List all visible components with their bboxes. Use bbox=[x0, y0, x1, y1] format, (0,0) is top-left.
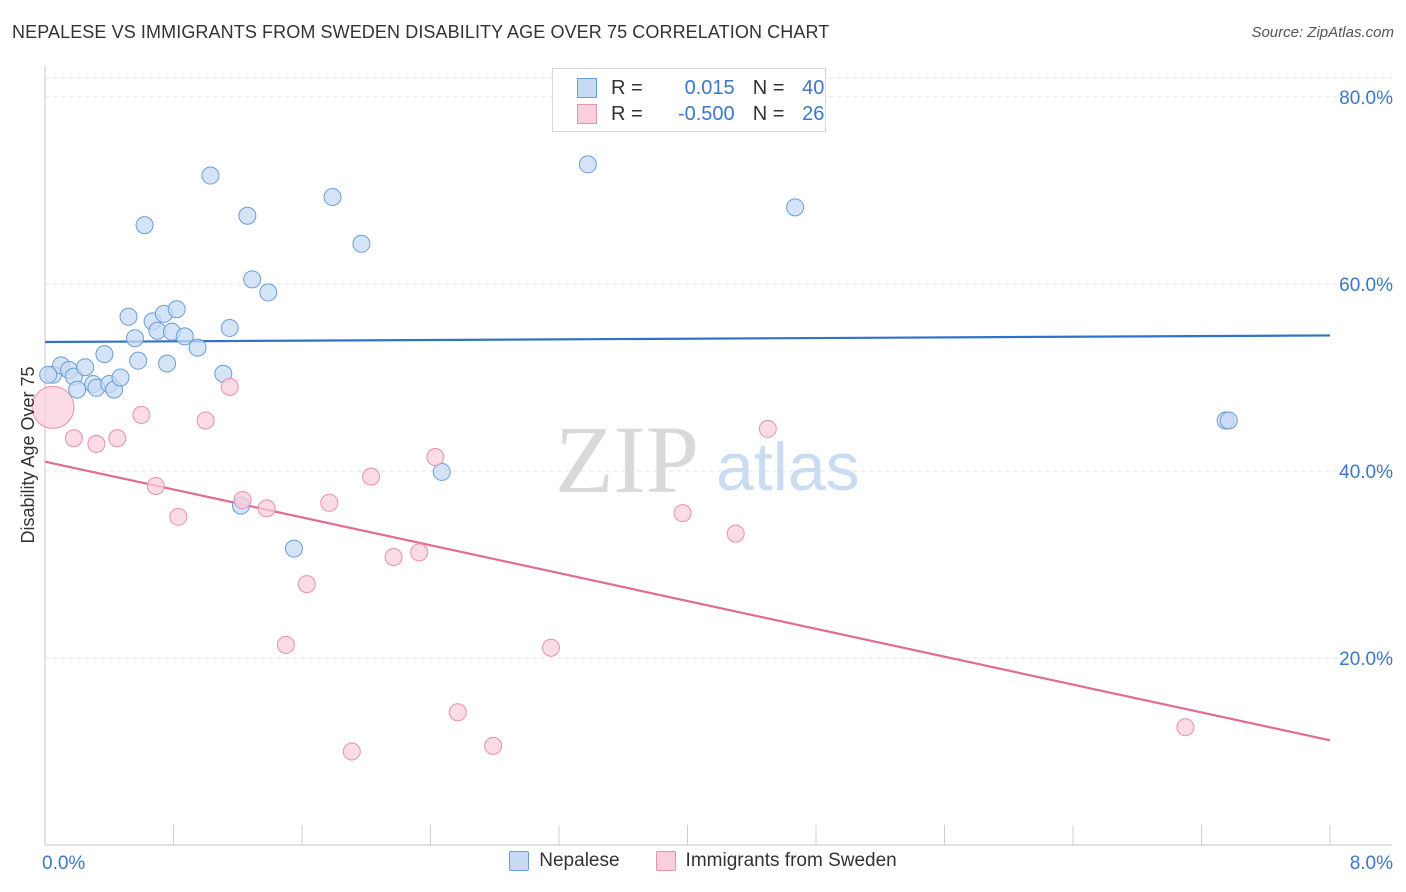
data-points bbox=[31, 155, 1238, 761]
point-nepalese bbox=[243, 270, 262, 289]
stats-row-sweden: R = -0.500 N = 26 bbox=[577, 100, 824, 128]
legend-swatch-nepalese bbox=[509, 851, 530, 871]
point-sweden bbox=[220, 377, 239, 396]
point-sweden bbox=[384, 548, 403, 567]
point-nepalese bbox=[238, 206, 257, 225]
point-nepalese bbox=[1219, 411, 1238, 430]
axis-labels: 20.0% 40.0% 60.0% 80.0% 0.0% 8.0% Disability A… bbox=[18, 88, 1393, 874]
stats-n-value: 26 bbox=[802, 102, 825, 125]
grid-lines bbox=[45, 77, 1392, 659]
legend-swatch-sweden bbox=[655, 851, 676, 871]
point-sweden bbox=[108, 429, 127, 448]
point-sweden bbox=[87, 434, 106, 453]
point-nepalese bbox=[323, 188, 342, 207]
point-sweden bbox=[342, 742, 361, 761]
point-sweden bbox=[1176, 718, 1195, 737]
point-nepalese bbox=[76, 358, 95, 377]
point-sweden bbox=[169, 507, 188, 526]
point-nepalese bbox=[201, 166, 220, 185]
point-nepalese bbox=[432, 462, 451, 481]
legend: Nepalese Immigrants from Sweden bbox=[0, 850, 1406, 872]
point-nepalese bbox=[68, 380, 87, 399]
point-sweden bbox=[297, 575, 316, 594]
point-sweden bbox=[31, 385, 75, 429]
watermark: ZIP atlas bbox=[555, 406, 860, 513]
y-tick-label: 60.0% bbox=[1339, 275, 1393, 296]
point-sweden bbox=[541, 638, 560, 657]
trend-lines bbox=[44, 334, 1331, 742]
y-tick-label: 20.0% bbox=[1339, 649, 1393, 670]
point-sweden bbox=[132, 405, 151, 424]
point-sweden bbox=[233, 490, 252, 509]
point-nepalese bbox=[284, 539, 303, 558]
stats-n-label: N = bbox=[752, 102, 785, 125]
chart-source: Source: ZipAtlas.com bbox=[1251, 24, 1394, 41]
point-sweden bbox=[146, 476, 165, 495]
point-sweden bbox=[726, 524, 745, 543]
point-sweden bbox=[64, 429, 83, 448]
legend-item-nepalese: Nepalese bbox=[509, 850, 620, 872]
stats-swatch-nepalese bbox=[577, 78, 597, 98]
point-nepalese bbox=[135, 216, 154, 235]
stats-r-value: 0.015 bbox=[684, 76, 735, 99]
point-sweden bbox=[410, 543, 429, 562]
point-nepalese bbox=[111, 368, 130, 387]
point-nepalese bbox=[167, 300, 186, 319]
point-nepalese bbox=[188, 338, 207, 357]
watermark-zip: ZIP bbox=[555, 406, 699, 513]
watermark-atlas: atlas bbox=[716, 429, 860, 505]
y-tick-label: 80.0% bbox=[1339, 88, 1393, 109]
point-sweden bbox=[276, 635, 295, 654]
chart-title: NEPALESE VS IMMIGRANTS FROM SWEDEN DISAB… bbox=[12, 22, 830, 42]
point-nepalese bbox=[129, 351, 148, 370]
point-sweden bbox=[320, 493, 339, 512]
stats-r-label: R = bbox=[611, 76, 643, 99]
point-nepalese bbox=[39, 365, 58, 384]
point-sweden bbox=[448, 703, 467, 722]
legend-label-nepalese: Nepalese bbox=[539, 850, 620, 871]
x-tick-label: 0.0% bbox=[42, 853, 85, 874]
point-nepalese bbox=[578, 155, 597, 174]
stats-r-value: -0.500 bbox=[677, 102, 735, 125]
point-sweden bbox=[484, 736, 503, 755]
x-tick-label: 8.0% bbox=[1350, 853, 1393, 874]
axes bbox=[44, 66, 1392, 846]
point-nepalese bbox=[175, 327, 194, 346]
point-nepalese bbox=[125, 329, 144, 348]
point-sweden bbox=[673, 504, 692, 523]
stats-box: R = 0.015 N = 40 R = -0.500 N = 26 bbox=[552, 68, 826, 132]
stats-swatch-sweden bbox=[577, 104, 597, 124]
stats-n-label: N = bbox=[752, 76, 785, 99]
legend-item-sweden: Immigrants from Sweden bbox=[655, 850, 897, 872]
point-nepalese bbox=[352, 234, 371, 253]
stats-row-nepalese: R = 0.015 N = 40 bbox=[577, 74, 824, 102]
point-nepalese bbox=[158, 354, 177, 373]
point-nepalese bbox=[95, 345, 114, 364]
point-sweden bbox=[426, 447, 445, 466]
legend-label-sweden: Immigrants from Sweden bbox=[685, 850, 897, 871]
point-nepalese bbox=[119, 307, 138, 326]
point-nepalese bbox=[259, 283, 278, 302]
stats-r-label: R = bbox=[611, 102, 643, 125]
stats-n-value: 40 bbox=[802, 76, 825, 99]
point-nepalese bbox=[786, 198, 805, 217]
point-sweden bbox=[362, 467, 381, 486]
point-sweden bbox=[758, 419, 777, 438]
point-sweden bbox=[257, 499, 276, 518]
y-tick-label: 40.0% bbox=[1339, 462, 1393, 483]
point-nepalese bbox=[220, 318, 239, 337]
point-sweden bbox=[196, 411, 215, 430]
trend-line-nepalese bbox=[44, 334, 1331, 344]
y-axis-label: Disability Age Over 75 bbox=[18, 366, 38, 543]
